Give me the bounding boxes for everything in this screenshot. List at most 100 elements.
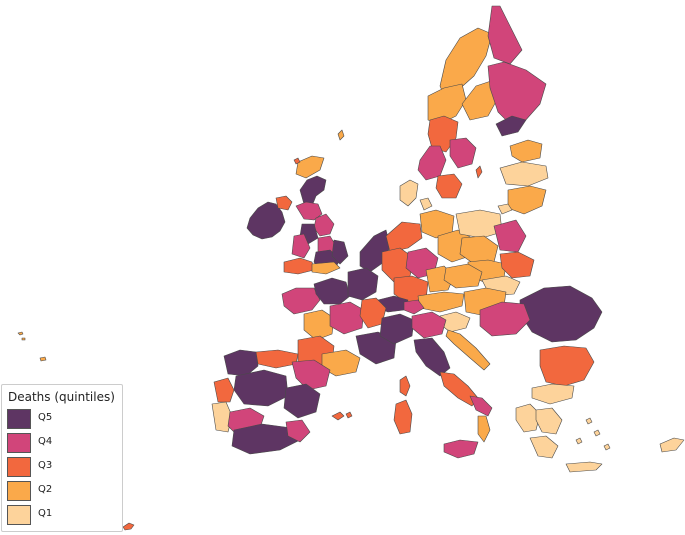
greece — [515, 383, 685, 473]
region-ie-1 — [246, 201, 286, 240]
region-fr-w — [303, 309, 335, 341]
region-hr-coast — [445, 329, 491, 371]
region-it-ne — [411, 311, 447, 339]
denmark — [399, 179, 433, 211]
region-gr-c — [535, 407, 563, 435]
region-aegean — [575, 417, 611, 451]
region-de-nw — [385, 221, 423, 253]
region-azores — [17, 331, 26, 341]
legend-swatch-q5 — [7, 409, 31, 429]
region-uk-east — [331, 239, 349, 265]
region-gotland — [475, 165, 483, 179]
region-uk-se — [311, 261, 341, 275]
region-pl-ne — [493, 219, 527, 253]
region-no-south — [417, 145, 447, 181]
region-estonia — [509, 139, 543, 163]
region-es-s — [231, 423, 301, 455]
region-es-nw — [223, 349, 259, 377]
region-es-e — [283, 383, 321, 419]
northern-islands — [293, 129, 345, 165]
region-es-se — [285, 419, 311, 443]
region-lithuania — [507, 185, 547, 215]
region-pl-se — [499, 251, 535, 279]
region-pl-n — [455, 209, 503, 239]
region-uk-scotland-n — [299, 175, 327, 207]
scandinavia — [417, 5, 547, 199]
region-it-c — [413, 337, 451, 377]
region-bg — [539, 345, 595, 387]
region-at — [417, 291, 465, 313]
region-fi-lapland — [487, 5, 523, 65]
region-corsica — [399, 375, 411, 397]
region-gr-w — [515, 403, 541, 433]
map-legend: Deaths (quintiles) Q5 Q4 Q3 Q2 Q1 — [1, 384, 123, 532]
region-fr-nw — [281, 287, 321, 315]
region-sardinia — [393, 399, 413, 435]
region-pl-c — [459, 235, 499, 265]
legend-item-q1: Q1 — [7, 505, 117, 527]
italy — [379, 311, 493, 459]
region-ro — [519, 285, 603, 343]
region-ru-kaliningrad — [497, 203, 513, 215]
region-cyprus — [659, 437, 685, 453]
region-pt-n — [213, 377, 235, 403]
region-uk-wales — [291, 233, 311, 259]
region-es-c — [233, 369, 289, 407]
legend-item-q3: Q3 — [7, 457, 117, 479]
region-faroe — [293, 157, 301, 165]
legend-label-q1: Q1 — [38, 508, 53, 519]
central-europe — [359, 209, 603, 387]
region-uk-ne — [313, 213, 335, 237]
region-dk-1 — [399, 179, 419, 207]
region-madeira — [39, 356, 47, 362]
region-se-east — [449, 137, 477, 169]
region-shetland — [337, 129, 345, 141]
region-cz — [443, 263, 483, 289]
region-es-ne — [291, 359, 331, 391]
region-ch-2 — [403, 299, 425, 315]
legend-label-q3: Q3 — [38, 460, 53, 471]
region-uk-scotland-s — [295, 201, 323, 221]
region-dk-2 — [419, 197, 433, 211]
region-sicily — [443, 439, 479, 459]
region-it-s2 — [469, 395, 493, 417]
region-it-calabria — [477, 415, 491, 443]
region-gr-s — [529, 435, 559, 459]
legend-label-q2: Q2 — [38, 484, 53, 495]
legend-label-q4: Q4 — [38, 436, 53, 447]
legend-label-q5: Q5 — [38, 412, 53, 423]
region-uk-ni — [275, 195, 293, 211]
region-fr-n — [313, 277, 351, 305]
region-canaries — [122, 522, 135, 531]
region-ro-w — [479, 301, 531, 337]
legend-item-q4: Q4 — [7, 433, 117, 455]
region-uk-sw — [283, 257, 315, 275]
region-se-south — [435, 173, 463, 199]
iberia — [211, 349, 353, 455]
region-crete — [565, 461, 603, 473]
france — [281, 267, 411, 397]
region-fi-south — [495, 115, 527, 137]
region-latvia — [499, 161, 549, 187]
region-fr-se — [355, 331, 397, 365]
baltics — [497, 139, 549, 215]
legend-item-q2: Q2 — [7, 481, 117, 503]
region-it-nw — [379, 313, 415, 345]
atlantic-islands — [17, 331, 135, 531]
region-baleares — [331, 411, 353, 421]
ireland — [246, 201, 286, 240]
region-fr-ne — [347, 267, 379, 301]
legend-swatch-q1 — [7, 505, 31, 525]
legend-swatch-q3 — [7, 457, 31, 477]
united-kingdom — [275, 155, 349, 275]
region-uk-highlands — [295, 155, 325, 179]
region-gr-n — [531, 383, 575, 405]
legend-swatch-q4 — [7, 433, 31, 453]
region-fr-c — [329, 301, 365, 335]
legend-swatch-q2 — [7, 481, 31, 501]
legend-item-q5: Q5 — [7, 409, 117, 431]
region-fi-north — [487, 61, 547, 125]
region-es-n — [255, 349, 299, 369]
